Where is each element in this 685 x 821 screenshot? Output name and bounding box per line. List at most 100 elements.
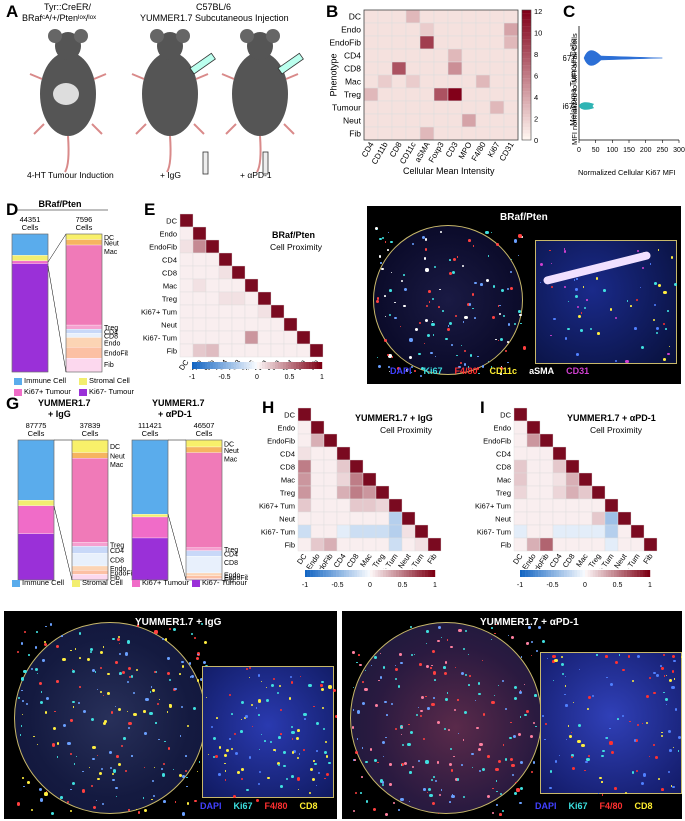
- cell-dot: [518, 690, 522, 694]
- prox-cell: [179, 252, 194, 267]
- cell-dot: [39, 701, 43, 705]
- cell-dot: [631, 771, 635, 774]
- cell-dot: [49, 623, 53, 626]
- heatmap-b-cell: [377, 126, 393, 141]
- prox-e-title: BRaf/Pten: [272, 230, 316, 240]
- prox-cell: [427, 537, 442, 552]
- cell-dot: [586, 299, 588, 301]
- heatmap-b-cell: [433, 74, 449, 89]
- cell-dot: [578, 669, 581, 671]
- cell-dot: [199, 761, 201, 763]
- cell-dot: [519, 801, 522, 804]
- cell-dot: [477, 355, 479, 358]
- cell-dot: [92, 745, 96, 750]
- prox-cbar-step: [244, 362, 247, 369]
- heatmap-b-cell: [433, 113, 449, 128]
- cell-dot: [232, 795, 236, 799]
- prox-cbar-step: [309, 362, 312, 369]
- prox-cbar-step: [325, 570, 329, 577]
- cell-dot: [587, 754, 590, 758]
- cell-dot: [290, 681, 294, 685]
- prox-row-label: CD4: [162, 256, 177, 265]
- cell-dot: [224, 754, 228, 758]
- heatmap-b-cell: [489, 48, 505, 63]
- violin-c-tick-label: 300: [673, 147, 685, 154]
- heatmap-b-cell: [433, 61, 449, 76]
- cell-dot: [54, 710, 56, 713]
- prox-col-label: CD8: [345, 552, 361, 569]
- prox-cbar-step: [207, 362, 211, 369]
- stack-d-sub: [65, 333, 103, 338]
- cell-dot: [391, 703, 394, 706]
- cell-dot: [133, 713, 137, 717]
- prox-cell: [565, 498, 580, 513]
- prox-cell: [604, 511, 619, 526]
- prox-row-label: CD4: [280, 450, 295, 459]
- prox-cell: [388, 524, 403, 539]
- cell-dot: [179, 735, 181, 737]
- cell-dot: [266, 699, 270, 703]
- prox-cbar-step: [331, 570, 334, 577]
- prox-cell: [388, 498, 403, 513]
- cell-dot: [609, 308, 613, 311]
- zoom-inset-k: [540, 652, 682, 796]
- prox-cell: [297, 433, 312, 448]
- heatmap-b-cell: [461, 126, 477, 141]
- cell-dot: [218, 745, 222, 749]
- cell-dot: [646, 695, 650, 699]
- cell-dot: [554, 658, 558, 663]
- cell-dot: [303, 748, 305, 751]
- cell-dot: [550, 262, 552, 264]
- cell-dot: [33, 736, 35, 738]
- cell-dot: [531, 654, 533, 656]
- cell-dot: [72, 669, 76, 673]
- cell-dot: [491, 231, 493, 234]
- prox-cbar-step: [310, 570, 313, 577]
- legend-item: Ki67+ Tumour: [132, 578, 192, 587]
- cell-dot: [169, 628, 172, 631]
- heatmap-b-cbar-step: [522, 39, 531, 43]
- prox-cell: [526, 498, 541, 513]
- cell-dot: [312, 778, 316, 782]
- cell-dot: [641, 266, 644, 270]
- cell-dot: [428, 301, 431, 303]
- cell-dot: [129, 675, 132, 679]
- cell-dot: [389, 763, 392, 766]
- stack-d-n2: 7596: [76, 215, 93, 224]
- stack-d-n2b: Cells: [76, 223, 93, 232]
- stain-legend-item: Ki67: [423, 366, 443, 376]
- cell-dot: [385, 812, 389, 816]
- cell-dot: [514, 696, 518, 700]
- legend-label: Ki67- Tumour: [89, 387, 135, 396]
- cell-dot: [654, 282, 658, 286]
- cell-dot: [462, 321, 465, 323]
- cell-dot: [478, 747, 482, 751]
- stack-g-sub-2: [185, 556, 223, 574]
- caption-apd1: + αPD-1: [240, 170, 272, 180]
- legend-label: Stromal Cell: [89, 376, 130, 385]
- stack-d-sub-label: Treg: [104, 325, 118, 332]
- heatmap-b-cbar-step: [522, 130, 531, 134]
- prox-cbar-step: [236, 362, 239, 369]
- cell-dot: [504, 707, 507, 710]
- heatmap-b-row-label: Neut: [343, 116, 362, 126]
- heatmap-b-cbar-step: [522, 32, 531, 37]
- cell-dot: [44, 711, 48, 714]
- cell-dot: [437, 812, 439, 814]
- heatmap-b-cell: [475, 61, 491, 76]
- prox-cbar-step: [303, 362, 307, 369]
- cell-dot: [664, 328, 667, 330]
- prox-cell: [565, 537, 580, 552]
- prox-row-label: Mac: [163, 282, 177, 291]
- heatmap-b-cell: [461, 22, 477, 37]
- prox-cbar-step: [312, 570, 316, 577]
- prox-cell: [192, 330, 207, 345]
- cell-dot: [622, 668, 625, 672]
- cell-dot: [523, 683, 525, 686]
- cell-dot: [571, 732, 573, 734]
- panel-label-c: C: [563, 2, 576, 21]
- heatmap-b-cell: [489, 9, 505, 24]
- prox-cbar-step: [316, 362, 320, 369]
- prox-cell: [552, 472, 567, 487]
